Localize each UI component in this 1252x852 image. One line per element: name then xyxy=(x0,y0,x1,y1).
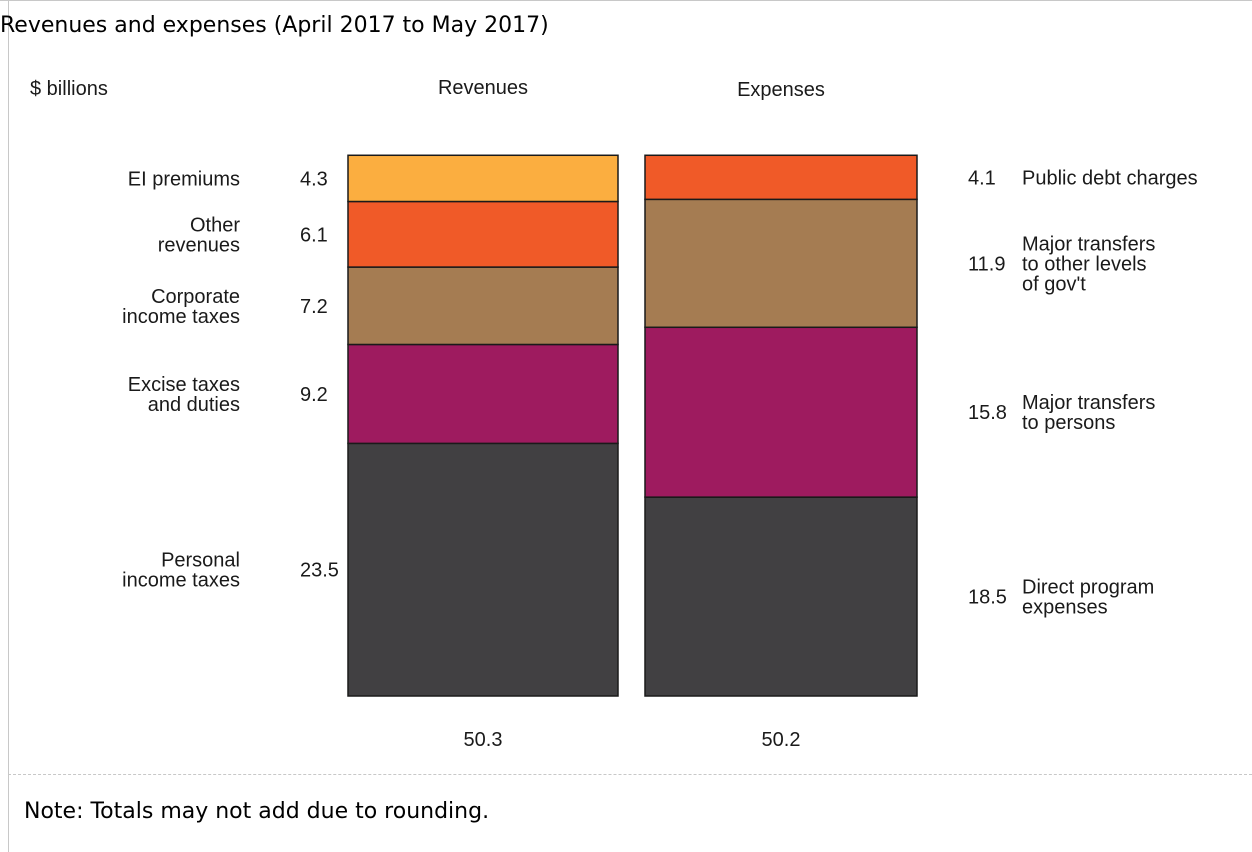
revenues-value-label-4: 6.1 xyxy=(300,224,328,246)
revenues-header: Revenues xyxy=(438,77,528,99)
unit-label: $ billions xyxy=(30,78,108,100)
expenses-category-label-3-line-2: to other levels xyxy=(1022,253,1147,275)
revenues-segment-1 xyxy=(347,442,619,697)
revenues-segment-4 xyxy=(347,200,619,268)
chart-title: Revenues and expenses (April 2017 to May… xyxy=(0,13,549,38)
revenues-category-label-3-line-2: income taxes xyxy=(122,306,240,328)
revenues-value-label-1: 23.5 xyxy=(300,560,339,582)
chart-note: Note: Totals may not add due to rounding… xyxy=(24,799,490,824)
revenues-segment-3 xyxy=(347,266,619,346)
expenses-value-label-2: 15.8 xyxy=(968,402,1007,424)
expenses-value-label-3: 11.9 xyxy=(968,253,1005,275)
expenses-category-label-2-line-2: to persons xyxy=(1022,412,1115,434)
expenses-total: 50.2 xyxy=(762,729,801,751)
expenses-category-label-4-line-1: Public debt charges xyxy=(1022,167,1198,189)
top-border xyxy=(0,0,1252,1)
expenses-category-label-2-line-1: Major transfers xyxy=(1022,392,1155,414)
expenses-category-label-1-line-2: expenses xyxy=(1022,597,1108,619)
left-border xyxy=(8,0,9,852)
expenses-segment-1 xyxy=(644,496,918,697)
expenses-header: Expenses xyxy=(737,79,825,101)
revenues-total: 50.3 xyxy=(464,729,503,751)
expenses-category-label-4: Public debt charges xyxy=(1022,167,1198,189)
revenues-category-label-3-line-1: Corporate xyxy=(151,286,240,308)
expenses-category-label-1: Direct program expenses xyxy=(1022,577,1154,619)
expenses-category-label-3-line-1: Major transfers xyxy=(1022,233,1155,255)
expenses-segment-4 xyxy=(644,154,918,201)
revenues-category-label-4-line-2: revenues xyxy=(158,234,240,256)
revenues-value-label-5: 4.3 xyxy=(300,168,328,190)
revenues-category-label-1-line-2: income taxes xyxy=(122,570,240,592)
expenses-category-label-3-line-3: of gov't xyxy=(1022,273,1086,295)
expenses-category-label-1-line-1: Direct program xyxy=(1022,577,1154,599)
revenues-category-label-2-line-1: Excise taxes xyxy=(128,374,240,396)
revenues-category-label-3: Corporate income taxes xyxy=(122,286,240,328)
note-divider xyxy=(8,774,1252,775)
expenses-value-label-1: 18.5 xyxy=(968,587,1007,609)
revenues-value-label-2: 9.2 xyxy=(300,384,328,406)
expenses-category-label-3: Major transfers to other levels of gov't xyxy=(1022,233,1155,295)
revenues-value-label-3: 7.2 xyxy=(300,296,328,318)
expenses-category-label-2: Major transfers to persons xyxy=(1022,392,1155,434)
revenues-category-label-5-line-1: EI premiums xyxy=(128,168,240,190)
revenues-category-label-1: Personal income taxes xyxy=(122,550,240,592)
expenses-segment-3 xyxy=(644,198,918,329)
revenues-category-label-2-line-2: and duties xyxy=(148,394,240,416)
revenues-category-label-5: EI premiums xyxy=(128,168,240,190)
revenues-category-label-4: Other revenues xyxy=(158,214,241,256)
revenues-category-label-2: Excise taxes and duties xyxy=(128,374,240,416)
revenues-category-label-1-line-1: Personal xyxy=(161,550,240,572)
revenues-category-label-4-line-1: Other xyxy=(190,214,240,236)
revenues-segment-5 xyxy=(347,154,619,203)
expenses-segment-2 xyxy=(644,326,918,498)
expenses-value-label-4: 4.1 xyxy=(968,167,996,189)
revenues-segment-2 xyxy=(347,343,619,445)
